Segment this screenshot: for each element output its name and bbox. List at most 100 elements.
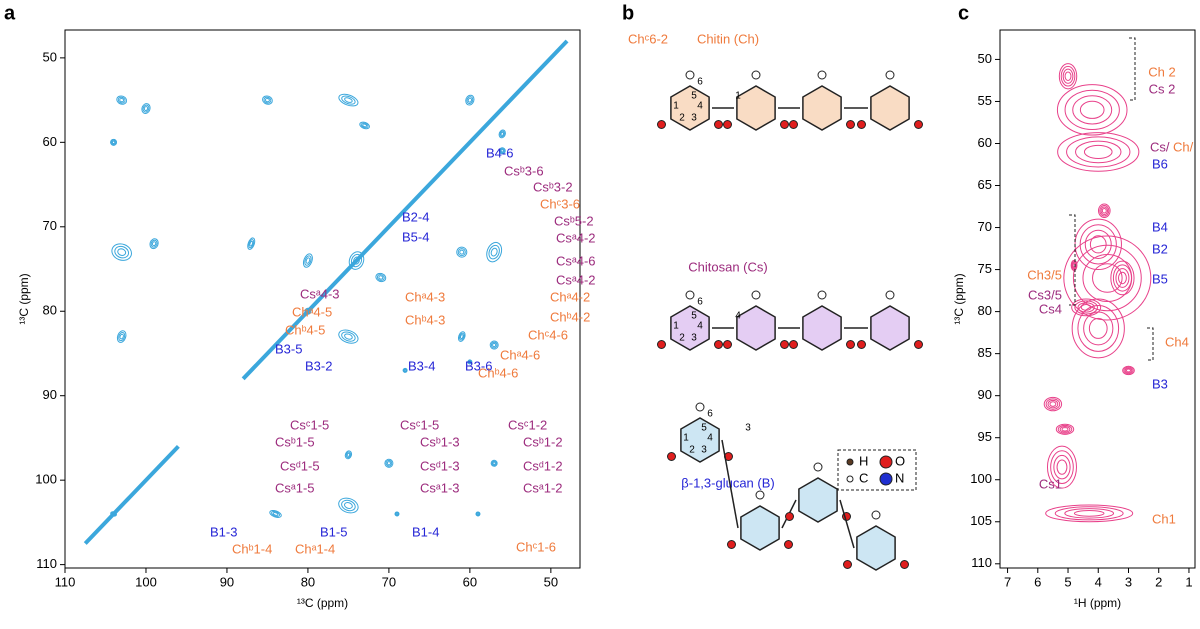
contour: [1099, 204, 1110, 217]
contour: [359, 121, 370, 130]
contour: [465, 94, 475, 106]
contour: [110, 139, 117, 145]
x-tick-label: 3: [1125, 574, 1132, 589]
contour: [304, 255, 312, 266]
contour: [500, 149, 504, 153]
peak-label: B3-5: [275, 341, 302, 356]
contour: [1058, 63, 1078, 90]
contour: [110, 138, 118, 146]
contour: [499, 148, 505, 154]
atom: [785, 512, 794, 521]
atom-number: 3: [691, 113, 697, 124]
peak-label: Chᵃ4-2: [550, 289, 590, 304]
peak-label: Csᵇ1-2: [523, 434, 563, 449]
contour: [491, 460, 497, 466]
sugar-ring: [870, 85, 910, 131]
structure-title: Chitin (Ch): [697, 31, 759, 46]
atom: [789, 120, 798, 129]
contour: [1060, 65, 1076, 87]
peak-label: Cs4: [1039, 301, 1062, 316]
contour: [466, 96, 474, 105]
atom: [780, 340, 789, 349]
contour: [488, 244, 500, 260]
atom: [714, 340, 723, 349]
atom: [914, 120, 923, 129]
contour: [271, 511, 281, 517]
peak-label: Chᵇ1-4: [232, 541, 272, 556]
contour: [338, 93, 359, 107]
peak-label: B1-4: [412, 524, 439, 539]
contour: [1057, 132, 1140, 172]
peak-label: Csᵈ1-2: [523, 458, 563, 473]
atom: [751, 70, 761, 80]
contour: [476, 512, 480, 516]
contour: [1077, 304, 1120, 352]
peak-label: B1-3: [210, 524, 237, 539]
sugar-ring: [670, 305, 710, 351]
peak-label: Csᶜ1-5: [290, 417, 329, 432]
contour: [1064, 508, 1115, 519]
atom: [667, 452, 676, 461]
plot-frame: [64, 29, 581, 569]
panel-letter: a: [4, 2, 16, 24]
peak-label: B2-4: [402, 209, 429, 224]
x-tick-label: 100: [135, 574, 157, 589]
atom-number: 3: [691, 333, 697, 344]
bracket: [1129, 37, 1136, 101]
contour: [119, 333, 124, 340]
contour: [498, 129, 506, 139]
x-tick-label: 6: [1034, 574, 1041, 589]
atom: [857, 120, 866, 129]
contour: [269, 509, 282, 518]
atom: [784, 540, 793, 549]
contour: [1072, 244, 1142, 312]
atom-number: 1: [673, 321, 679, 332]
atom: [900, 560, 909, 569]
contour: [341, 95, 356, 105]
contour: [1079, 224, 1117, 265]
contour: [1077, 302, 1095, 313]
contour: [375, 272, 387, 283]
contour: [305, 308, 311, 314]
legend-box: [837, 449, 917, 491]
atom-number: 4: [697, 321, 703, 332]
contour: [490, 459, 498, 467]
contour: [456, 246, 468, 258]
peak-label: Cs3/5: [1028, 287, 1062, 302]
contour: [459, 249, 465, 255]
y-tick-label: 105: [970, 513, 992, 528]
y-tick-label: 85: [978, 345, 992, 360]
contour: [1080, 304, 1092, 311]
contour: [468, 360, 472, 364]
contour: [118, 332, 126, 342]
panel-letter: c: [958, 2, 969, 24]
structure-title: β-1,3-glucan (B): [681, 475, 774, 490]
contour: [395, 512, 399, 516]
peak-label: Csᵃ1-3: [420, 480, 460, 495]
x-tick-label: 60: [463, 574, 477, 589]
contour: [402, 367, 408, 373]
contour: [394, 511, 400, 517]
y-tick-label: 80: [978, 303, 992, 318]
contour: [341, 499, 356, 512]
sugar-ring: [670, 85, 710, 131]
contour: [476, 512, 480, 516]
contour: [344, 97, 353, 103]
y-tick-label: 70: [43, 218, 57, 233]
peak-label: Cs 2: [1149, 81, 1176, 96]
contour: [385, 459, 393, 467]
peak-label: Chᶜ1-6: [516, 539, 556, 554]
contour: [1112, 264, 1132, 292]
contour: [360, 122, 369, 129]
structure-title: Chitosan (Cs): [688, 259, 767, 274]
contour: [1062, 68, 1074, 84]
peak-label: B5: [1152, 271, 1168, 286]
contour: [149, 238, 159, 250]
atom-number: 2: [689, 445, 695, 456]
y-tick-label: 65: [978, 177, 992, 192]
atom-number: 6: [697, 77, 703, 88]
diagonal: [241, 39, 569, 381]
peak-label: B6: [1152, 156, 1168, 171]
peak-label: B3-6: [465, 358, 492, 373]
